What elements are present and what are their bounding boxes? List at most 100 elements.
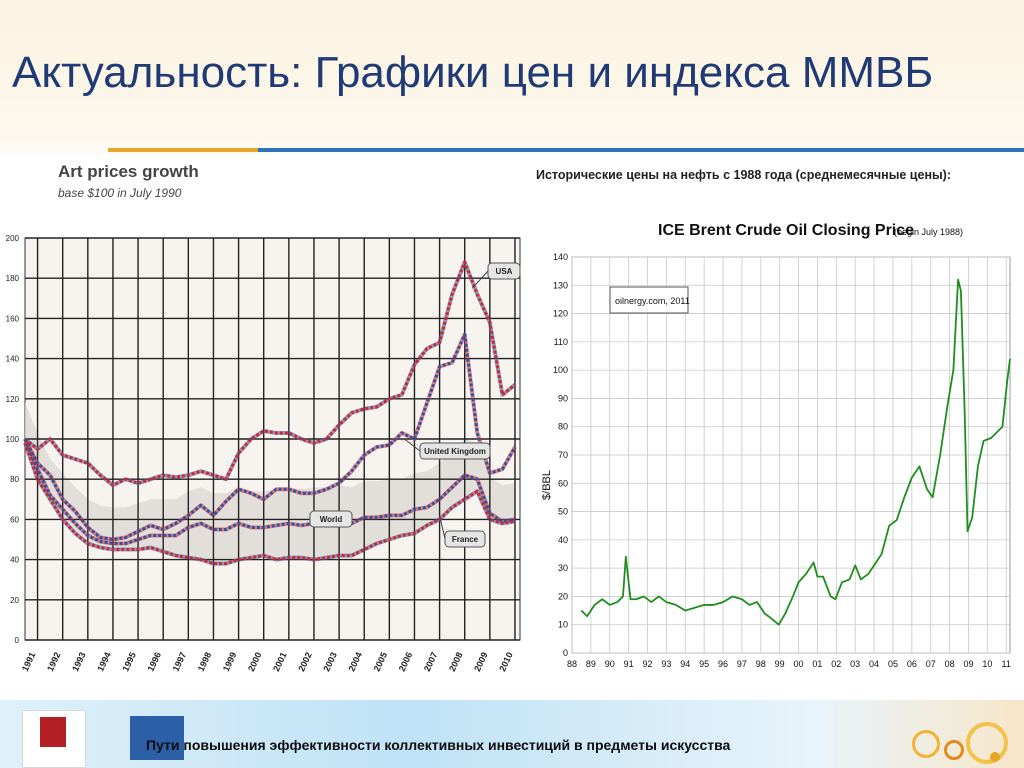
art-x-tick-label: 1997	[171, 651, 189, 673]
oil-x-tick-label: 97	[737, 659, 747, 669]
oil-chart-title: ICE Brent Crude Oil Closing Price	[658, 222, 914, 239]
art-y-tick-label: 0	[15, 636, 20, 645]
art-annotation-label: World	[320, 515, 343, 524]
art-series-line-france	[23, 442, 516, 566]
art-grid	[24, 237, 521, 641]
art-y-tick-label: 100	[6, 435, 20, 444]
oil-x-tick-label: 99	[775, 659, 785, 669]
logo-emblem	[40, 717, 66, 747]
art-y-tick-label: 60	[10, 515, 19, 524]
art-x-tick-label: 2001	[271, 651, 289, 673]
art-annotation-box	[419, 442, 491, 460]
art-prices-chart: Art prices growth base $100 in July 1990…	[6, 162, 521, 673]
art-annotation-label: France	[452, 535, 479, 544]
oil-y-tick-label: 60	[558, 478, 568, 488]
oil-x-tick-label: 11	[1002, 659, 1011, 669]
art-x-tick-label: 1992	[45, 651, 63, 673]
art-y-tick-label: 120	[6, 395, 20, 404]
oil-x-tick-label: 90	[605, 659, 615, 669]
art-range-band	[25, 402, 515, 564]
art-series-lines	[23, 260, 517, 566]
oil-x-tick-label: 89	[586, 659, 596, 669]
oil-x-tick-label: 88	[567, 659, 577, 669]
art-x-tick-label: 1998	[196, 651, 214, 673]
art-x-tick-label: 2004	[346, 651, 364, 673]
decor-circle	[944, 740, 964, 760]
oil-x-tick-label: 91	[624, 659, 634, 669]
oil-x-tick-label: 09	[963, 659, 973, 669]
art-annotation-box	[309, 510, 353, 528]
oil-y-tick-label: 20	[558, 591, 568, 601]
oil-chart-title-note: (begin July 1988)	[894, 227, 963, 237]
institute-logo	[22, 710, 86, 768]
art-chart-title: Art prices growth	[58, 162, 199, 181]
oil-y-tick-label: 120	[553, 309, 568, 319]
art-y-tick-label: 180	[6, 274, 20, 283]
art-series-line-world	[23, 438, 516, 546]
title-divider	[0, 148, 1024, 152]
art-x-tick-label: 1993	[70, 651, 88, 673]
art-x-tick-label: 2008	[447, 651, 465, 673]
oil-x-tick-label: 06	[907, 659, 917, 669]
art-series-line-usa	[24, 260, 516, 487]
oil-y-tick-label: 80	[558, 422, 568, 432]
art-x-tick-label: 1994	[95, 651, 113, 673]
oil-x-tick-label: 94	[680, 659, 690, 669]
art-x-tick-label: 2002	[296, 651, 314, 673]
oil-x-tick-label: 05	[888, 659, 898, 669]
oil-ylabel: $/BBL	[541, 470, 553, 500]
oil-price-chart: Исторические цены на нефть с 1988 года (…	[536, 168, 1011, 669]
oil-x-tick-label: 02	[831, 659, 841, 669]
art-x-tick-label: 2006	[397, 651, 415, 673]
art-annotation-label: USA	[496, 267, 513, 276]
art-x-tick-label: 1995	[120, 651, 138, 673]
oil-y-tick-label: 30	[558, 563, 568, 573]
oil-x-tick-label: 96	[718, 659, 728, 669]
oil-y-tick-label: 70	[558, 450, 568, 460]
oil-x-tick-label: 00	[794, 659, 804, 669]
oil-grid	[571, 256, 1011, 654]
art-x-tick-label: 1991	[20, 651, 38, 673]
oil-y-tick-label: 130	[553, 280, 568, 290]
decor-dot	[990, 752, 1000, 762]
oil-y-tick-label: 100	[553, 365, 568, 375]
art-x-tick-label: 1996	[145, 651, 163, 673]
art-x-tick-label: 2005	[372, 651, 390, 673]
art-x-tick-label: 2010	[497, 651, 515, 673]
oil-series-line-brent	[580, 278, 1011, 626]
decor-circle	[912, 730, 940, 758]
title-divider-blue	[258, 148, 1024, 152]
art-x-tick-label: 2000	[246, 651, 264, 673]
decor-circle	[966, 722, 1008, 764]
slide-footer: Пути повышения эффективности коллективны…	[0, 700, 1024, 768]
oil-x-tick-label: 01	[812, 659, 822, 669]
oil-x-tick-label: 95	[699, 659, 709, 669]
art-y-tick-label: 80	[10, 475, 19, 484]
oil-y-tick-label: 10	[558, 620, 568, 630]
oil-y-tick-label: 40	[558, 535, 568, 545]
art-y-tick-label: 200	[6, 234, 20, 243]
oil-x-tick-label: 07	[926, 659, 936, 669]
footer-accent-box	[130, 716, 184, 760]
oil-source-box	[609, 286, 689, 314]
art-chart-panel: Art prices growth base $100 in July 1990…	[0, 155, 532, 690]
art-annotation-leader	[471, 270, 489, 289]
oil-x-tick-label: 98	[756, 659, 766, 669]
art-annotation-label: United Kingdom	[424, 447, 486, 456]
footer-caption: Пути повышения эффективности коллективны…	[146, 737, 731, 753]
art-x-tick-label: 2007	[422, 651, 440, 673]
oil-y-tick-label: 140	[553, 252, 568, 262]
art-series-line-united-kingdom	[23, 332, 517, 541]
title-divider-orange	[108, 148, 258, 152]
art-x-tick-label: 2003	[321, 651, 339, 673]
oil-x-tick-label: 03	[850, 659, 860, 669]
oil-source-note: oilnergy.com, 2011	[615, 296, 690, 306]
oil-y-tick-label: 90	[558, 393, 568, 403]
oil-x-tick-label: 04	[869, 659, 879, 669]
art-x-tick-label: 1999	[221, 651, 239, 673]
oil-x-tick-label: 08	[945, 659, 955, 669]
slide-title: Актуальность: Графики цен и индекса ММВБ	[12, 48, 934, 97]
art-annotation-box	[444, 530, 486, 548]
art-y-tick-label: 160	[6, 314, 20, 323]
